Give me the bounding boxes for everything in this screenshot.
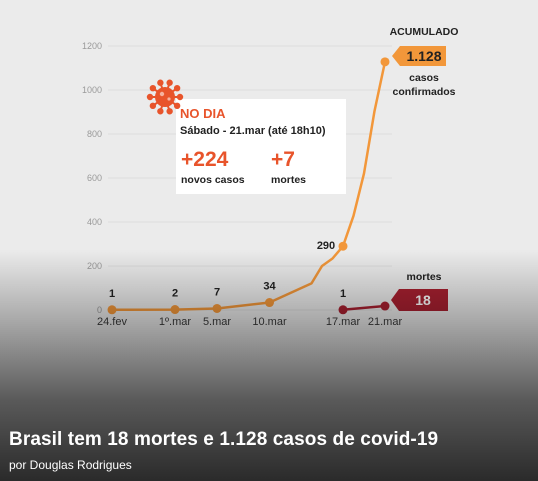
deaths-point <box>380 301 390 311</box>
deaths-line <box>341 304 387 312</box>
y-tick-label: 200 <box>87 261 102 271</box>
y-tick-label: 600 <box>87 173 102 183</box>
virus-spike-tip <box>173 84 181 92</box>
y-tick-label: 400 <box>87 217 102 227</box>
cases-data-label: 2 <box>172 288 178 300</box>
new-cases-value: +224 <box>181 148 229 171</box>
deaths-header: mortes <box>406 271 441 283</box>
cases-data-label: 290 <box>317 240 335 252</box>
new-cases-label: novos casos <box>181 174 245 186</box>
cases-total-tag <box>392 46 446 66</box>
x-axis-ticks: 24.fev 1º.mar 5.mar 10.mar 17.mar 21.mar <box>97 316 402 328</box>
virus-spike-tip <box>166 79 173 86</box>
virus-spike-tip <box>149 84 157 92</box>
cases-point <box>212 303 222 313</box>
x-tick-label: 24.fev <box>97 316 127 328</box>
x-tick-label: 21.mar <box>368 316 403 328</box>
cases-data-label: 34 <box>263 281 276 293</box>
deaths-data-label: 1 <box>340 288 346 300</box>
y-tick-label: 0 <box>97 305 102 315</box>
y-axis-ticks: 0 200 400 600 800 1000 1200 <box>82 41 102 315</box>
coronavirus-icon <box>146 79 184 115</box>
cases-point <box>107 305 117 315</box>
cases-label-line2: confirmados <box>392 86 455 98</box>
y-tick-label: 800 <box>87 129 102 139</box>
deaths-point <box>338 305 348 315</box>
x-tick-label: 10.mar <box>252 316 287 328</box>
x-tick-label: 5.mar <box>203 316 231 328</box>
new-deaths-label: mortes <box>271 174 306 186</box>
article-headline[interactable]: Brasil tem 18 mortes e 1.128 casos de co… <box>9 429 439 450</box>
accumulated-callouts: ACUMULADO 1.128 casos confirmados mortes… <box>390 26 459 311</box>
virus-spike-tip <box>157 108 164 115</box>
deaths-total-value: 18 <box>415 292 431 308</box>
article-byline: por Douglas Rodrigues <box>9 458 132 472</box>
y-tick-label: 1200 <box>82 41 102 51</box>
cases-total-value: 1.128 <box>406 48 441 64</box>
virus-spike-tip <box>149 102 157 110</box>
x-tick-label: 1º.mar <box>159 316 191 328</box>
y-tick-label: 1000 <box>82 85 102 95</box>
cases-point <box>170 305 180 315</box>
cases-label-line1: casos <box>409 72 439 84</box>
virus-spike-tip <box>146 93 154 101</box>
cases-point <box>380 57 390 67</box>
daily-box-background <box>176 99 346 194</box>
cases-point <box>338 241 348 251</box>
daily-box-title: NO DIA <box>180 106 226 121</box>
x-tick-label: 17.mar <box>326 316 361 328</box>
virus-spike-tip <box>157 79 164 86</box>
cases-data-label: 1 <box>109 288 115 300</box>
daily-box-subtitle: Sábado - 21.mar (até 18h10) <box>180 125 326 137</box>
daily-box: NO DIA Sábado - 21.mar (até 18h10) +224 … <box>146 79 346 194</box>
new-deaths-value: +7 <box>271 148 295 171</box>
virus-spike-tip <box>173 102 181 110</box>
virus-spike-tip <box>166 108 173 115</box>
cases-data-label: 7 <box>214 286 220 298</box>
cases-point <box>265 298 274 308</box>
accumulated-header: ACUMULADO <box>390 26 459 38</box>
virus-spike-tip <box>176 93 184 101</box>
